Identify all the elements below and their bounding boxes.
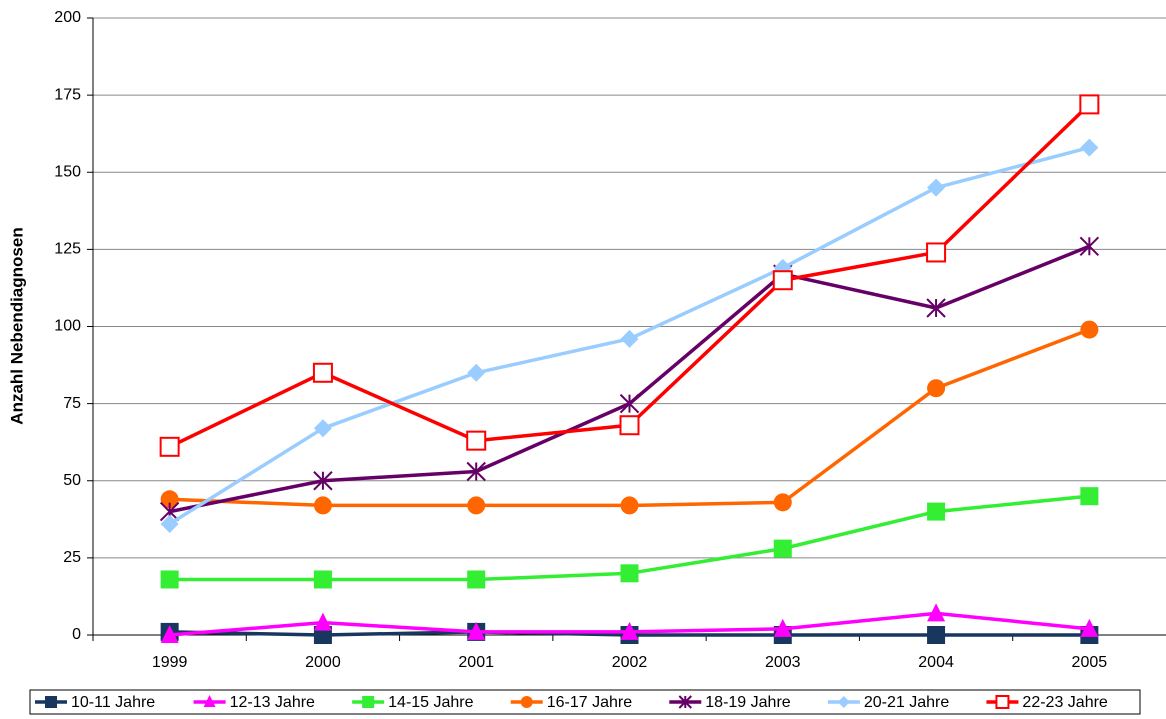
x-tick-label: 2003 [765, 654, 801, 671]
marker [467, 621, 486, 640]
marker [773, 493, 792, 512]
series [160, 603, 1099, 643]
marker [466, 430, 487, 451]
marker [313, 471, 333, 491]
y-tick-label: 0 [72, 626, 81, 643]
x-tick-label: 2001 [458, 654, 494, 671]
y-tick-label: 150 [54, 163, 81, 180]
marker [160, 625, 179, 643]
y-tick-label: 125 [54, 241, 81, 258]
legend-label: 16-17 Jahre [547, 694, 632, 711]
y-axis-label: Anzahl Nebendiagnosen [7, 227, 26, 424]
x-tick-label: 2002 [612, 654, 648, 671]
y-tick-label: 25 [63, 549, 81, 566]
marker [362, 696, 375, 708]
y-tick-label: 75 [63, 395, 81, 412]
marker [45, 696, 57, 708]
legend-label: 18-19 Jahre [705, 694, 790, 711]
marker [313, 419, 332, 438]
marker [620, 564, 639, 583]
x-tick-label: 1999 [152, 654, 188, 671]
marker [313, 612, 332, 631]
marker [620, 329, 639, 348]
marker [773, 618, 792, 637]
marker [1080, 618, 1099, 637]
marker [159, 436, 180, 457]
marker [772, 270, 793, 291]
marker [466, 461, 486, 482]
marker [773, 539, 792, 558]
marker [1080, 138, 1099, 157]
marker [995, 695, 1010, 709]
marker [467, 496, 486, 515]
marker [927, 603, 946, 622]
marker [160, 514, 179, 533]
x-tick-label: 2005 [1072, 654, 1108, 671]
marker [1080, 320, 1099, 339]
marker [620, 621, 639, 640]
marker [837, 696, 850, 708]
marker [678, 695, 692, 709]
series [160, 487, 1099, 589]
marker [467, 570, 486, 589]
marker [619, 393, 640, 414]
marker [619, 415, 640, 436]
x-tick-label: 2000 [305, 654, 341, 671]
y-tick-label: 100 [54, 318, 81, 335]
series [160, 320, 1099, 515]
marker [1079, 236, 1100, 256]
marker [467, 363, 486, 382]
marker [927, 626, 946, 644]
marker [203, 695, 216, 707]
legend-label: 22-23 Jahre [1022, 694, 1107, 711]
x-tick-label: 2004 [918, 654, 954, 671]
marker [160, 490, 179, 509]
marker [1079, 94, 1100, 115]
marker [927, 379, 946, 398]
marker [1080, 487, 1099, 506]
marker [927, 502, 946, 521]
marker [313, 496, 332, 515]
marker [312, 362, 333, 383]
series [159, 94, 1100, 457]
legend-label: 12-13 Jahre [230, 694, 315, 711]
y-tick-label: 175 [54, 86, 81, 103]
legend-label: 20-21 Jahre [864, 694, 949, 711]
legend-label: 14-15 Jahre [388, 694, 473, 711]
marker [926, 242, 947, 263]
marker [313, 570, 332, 589]
legend-label: 10-11 Jahre [71, 694, 155, 711]
marker [927, 178, 946, 197]
marker [160, 570, 179, 589]
marker [620, 496, 639, 515]
y-tick-label: 200 [54, 9, 81, 26]
marker [926, 298, 946, 318]
y-tick-label: 50 [63, 472, 81, 489]
marker [520, 696, 533, 708]
series [160, 138, 1099, 533]
